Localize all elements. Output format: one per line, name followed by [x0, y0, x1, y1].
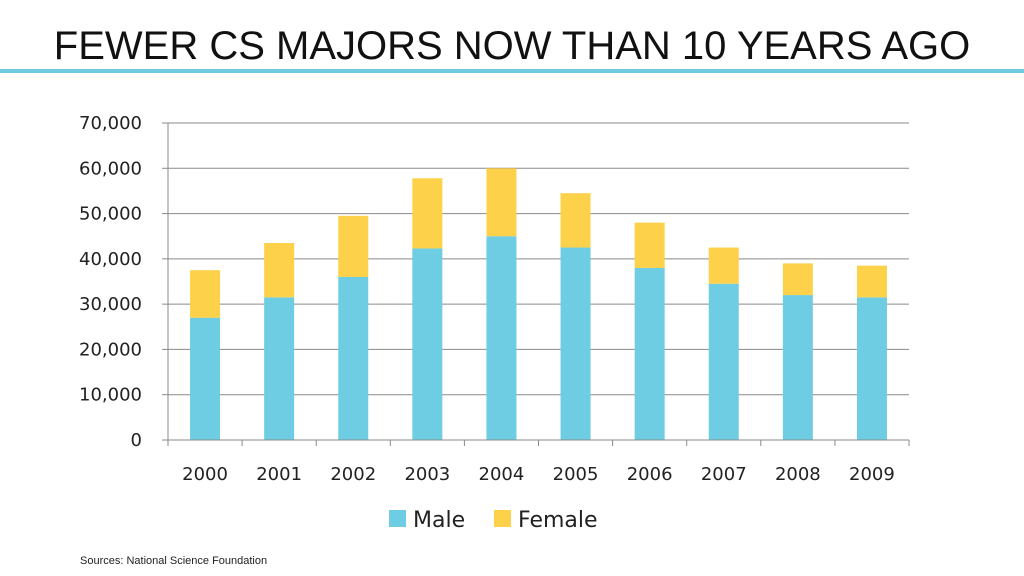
- legend: Male Female: [389, 508, 598, 533]
- x-tick-label: 2005: [553, 464, 599, 485]
- bar-female-2003: [412, 178, 443, 249]
- axes: [162, 122, 910, 446]
- bar-female-2002: [338, 215, 369, 277]
- bar-male-2000: [190, 317, 221, 440]
- y-tick-label: 50,000: [79, 204, 142, 225]
- x-tick-label: 2003: [404, 464, 450, 485]
- bar-female-2001: [264, 243, 295, 298]
- y-tick-label: 0: [131, 430, 142, 451]
- y-tick-label: 70,000: [79, 113, 142, 134]
- bar-female-2008: [782, 263, 813, 296]
- bar-female-2006: [634, 222, 665, 268]
- x-tick-label: 2009: [849, 464, 895, 485]
- x-tick-label: 2008: [775, 464, 821, 485]
- source-note: Sources: National Science Foundation: [80, 555, 268, 567]
- x-tick-label: 2007: [701, 464, 747, 485]
- y-tick-label: 40,000: [79, 249, 142, 270]
- x-tick-label: 2002: [330, 464, 376, 485]
- x-tick-label: 2000: [182, 464, 228, 485]
- bar-male-2004: [486, 236, 517, 440]
- bar-male-2003: [412, 248, 443, 440]
- y-tick-label: 60,000: [79, 158, 142, 179]
- slide-title: FEWER CS MAJORS NOW THAN 10 YEARS AGO: [53, 24, 971, 68]
- legend-label-female: Female: [518, 508, 598, 533]
- x-tick-label: 2001: [256, 464, 302, 485]
- stacked-bar-chart: 0 10,000 20,000 30,000 40,000 50,000 60,000 70,…: [79, 113, 910, 533]
- bar-female-2000: [190, 270, 221, 318]
- bar-male-2001: [264, 297, 295, 440]
- tick-labels: 0 10,000 20,000 30,000 40,000 50,000 60,000 70,…: [79, 113, 895, 485]
- legend-label-male: Male: [413, 508, 465, 533]
- bar-female-2005: [560, 193, 591, 248]
- legend-swatch-male: [389, 510, 406, 527]
- bar-male-2008: [782, 295, 813, 440]
- bar-male-2002: [338, 276, 369, 440]
- bar-female-2009: [856, 265, 887, 298]
- bar-female-2004: [486, 168, 517, 237]
- y-tick-label: 30,000: [79, 294, 142, 315]
- x-tick-label: 2006: [627, 464, 673, 485]
- legend-swatch-female: [494, 510, 511, 527]
- bar-male-2007: [708, 283, 739, 440]
- bar-female-2007: [708, 247, 739, 284]
- y-tick-label: 20,000: [79, 339, 142, 360]
- bar-male-2009: [856, 297, 887, 440]
- x-tick-label: 2004: [479, 464, 525, 485]
- title-underline: [0, 69, 1024, 73]
- y-tick-label: 10,000: [79, 385, 142, 406]
- bar-male-2006: [634, 267, 665, 440]
- bar-male-2005: [560, 247, 591, 440]
- bars: [190, 168, 887, 440]
